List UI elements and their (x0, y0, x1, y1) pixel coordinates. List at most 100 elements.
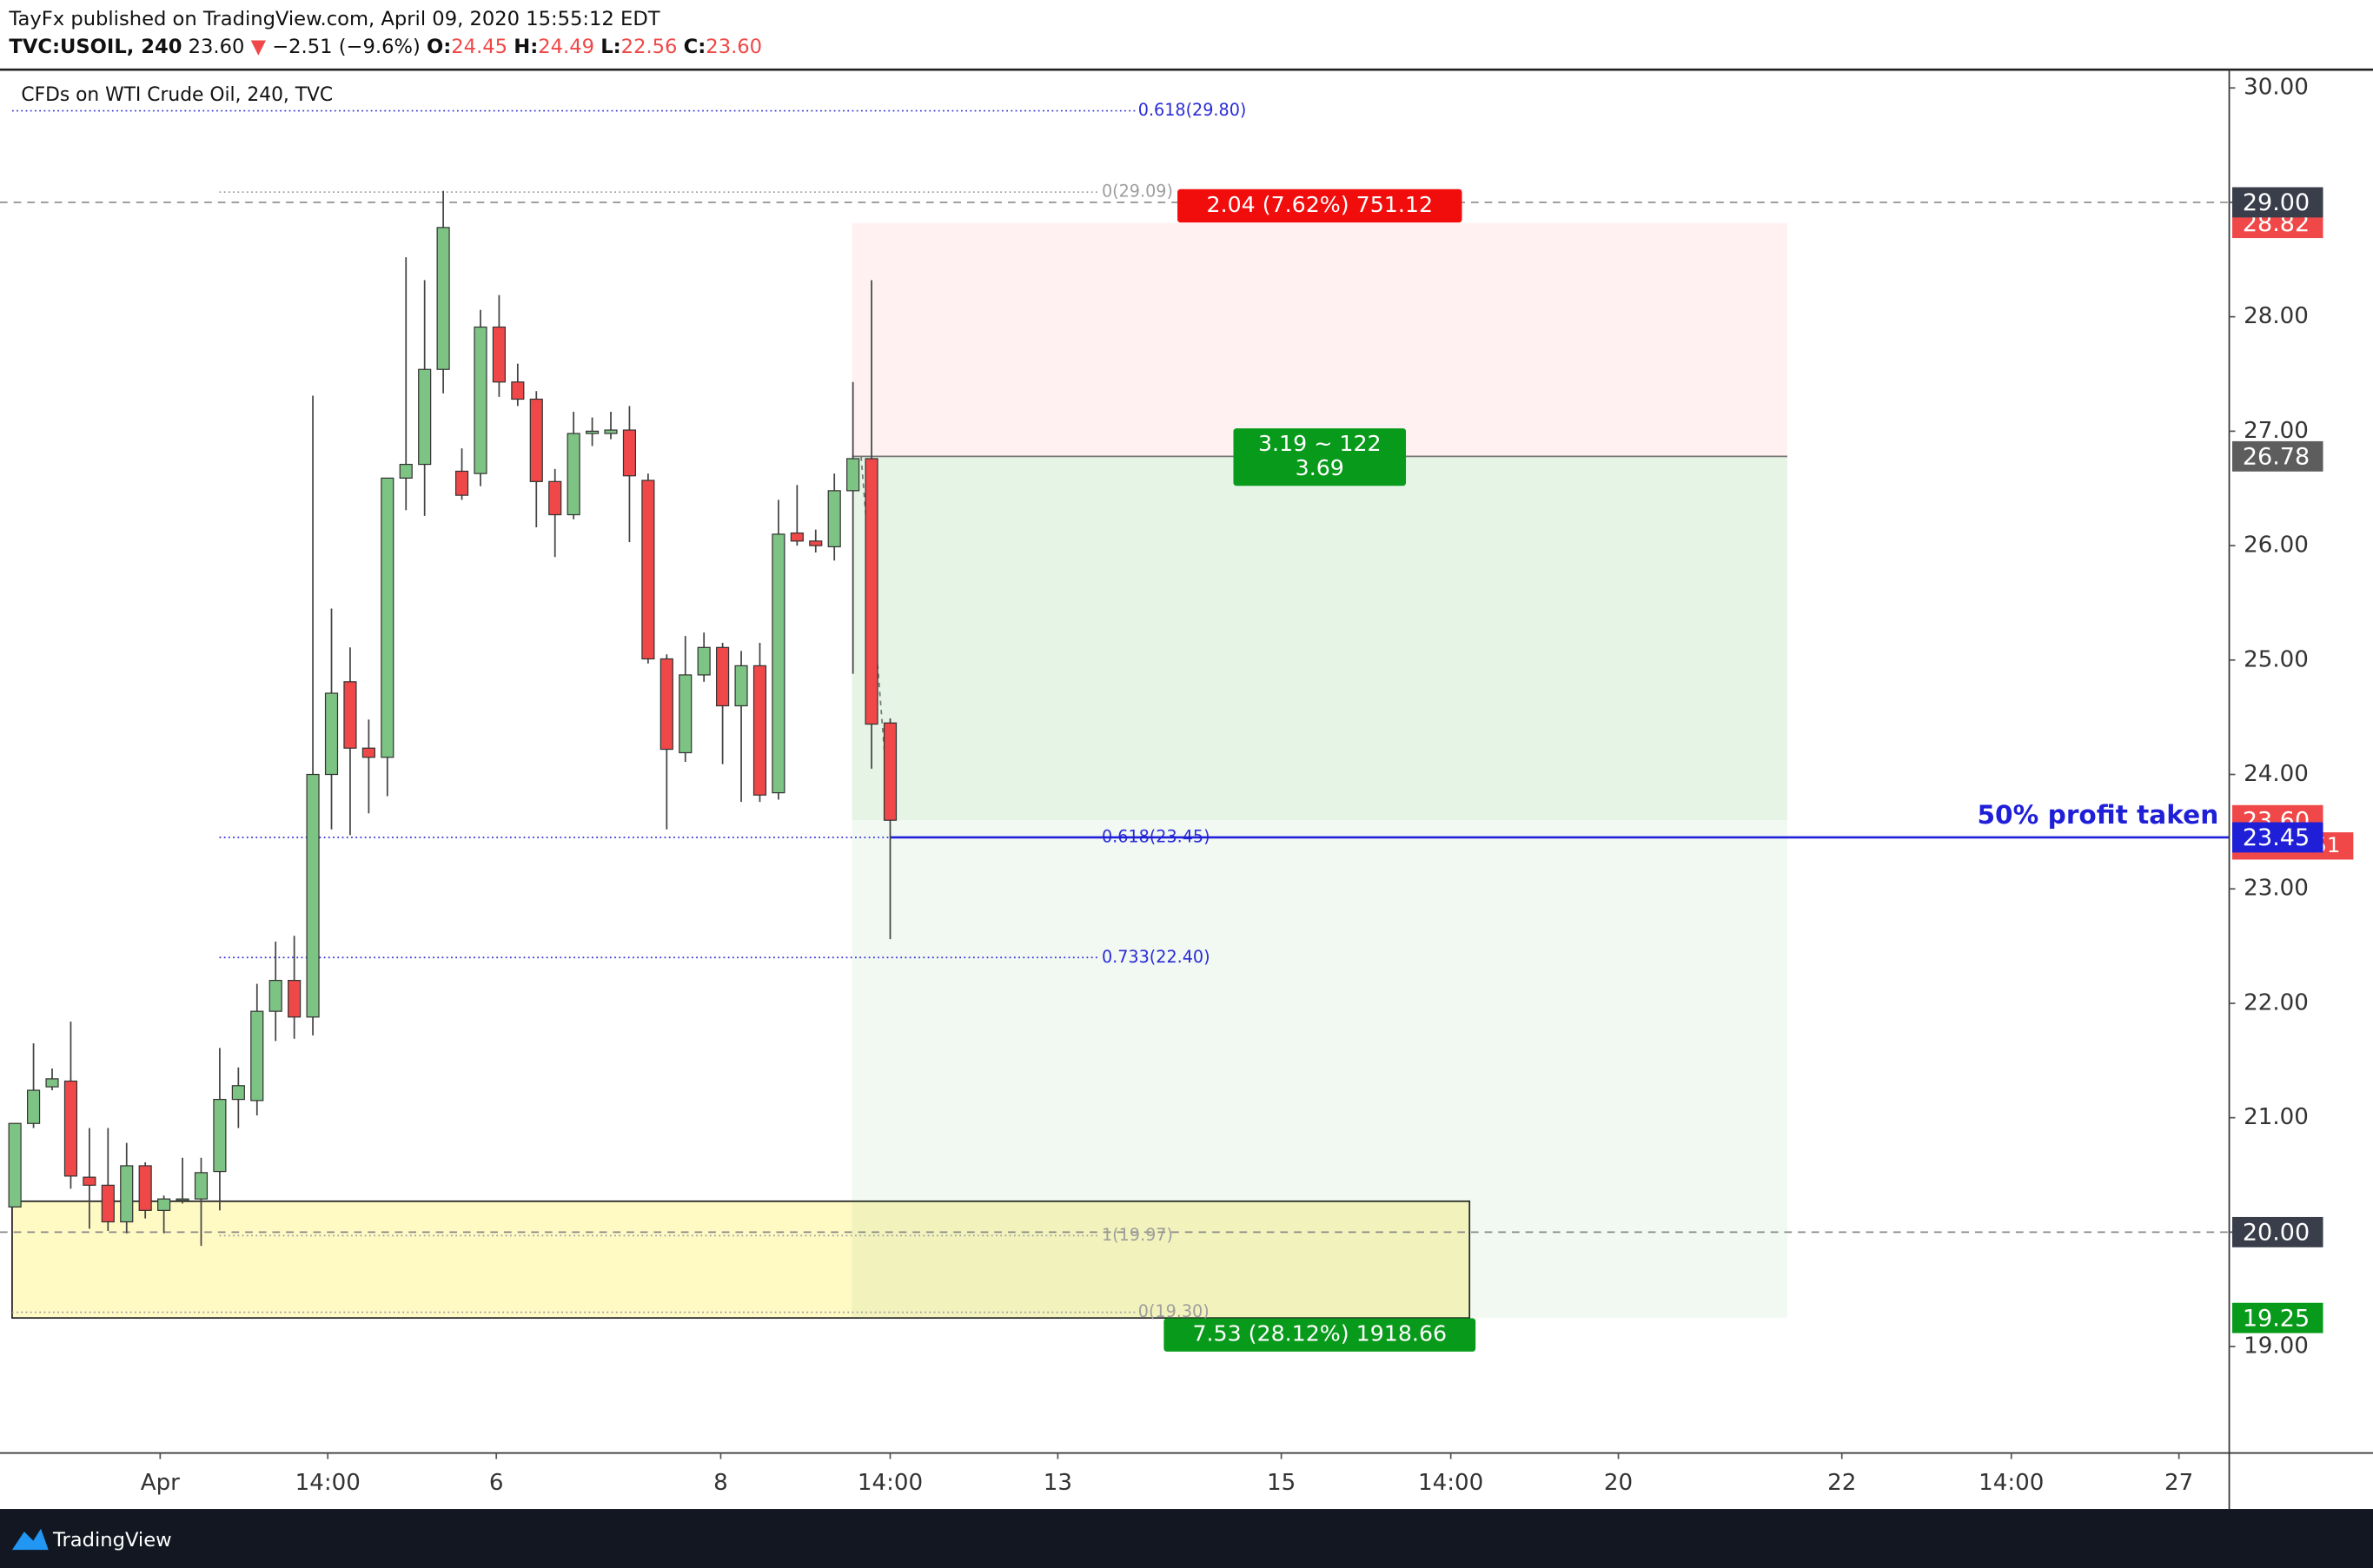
candle-body (83, 1176, 96, 1186)
candle-body (268, 979, 282, 1012)
x-tick-label: 20 (1604, 1470, 1633, 1496)
y-tick-label: 22.00 (2244, 989, 2309, 1016)
price-label: 19.25 (2243, 1305, 2310, 1332)
candle-body (418, 368, 432, 466)
candle-body (8, 1122, 22, 1208)
brand-logo (11, 1528, 49, 1551)
ohlc-o: 24.45 (451, 36, 507, 58)
price-label-box (2232, 1302, 2323, 1333)
change-arrow: ▼ (251, 36, 267, 58)
profit-area (852, 820, 1787, 1319)
symbol-line: TVC:USOIL, 240 23.60 ▼ −2.51 (−9.6%) O:2… (9, 36, 762, 58)
x-tick-label: 27 (2164, 1470, 2193, 1496)
price-label-box (2232, 440, 2323, 472)
candle-body (213, 1098, 227, 1173)
candle-body (752, 665, 767, 796)
price-label: 20.00 (2243, 1220, 2310, 1247)
y-tick-label: 25.00 (2244, 646, 2309, 672)
candle-body (622, 429, 637, 477)
chart-title: CFDs on WTI Crude Oil, 240, TVC (21, 84, 333, 106)
x-tick-label: 13 (1044, 1470, 1072, 1496)
footer-brand: TradingView (52, 1529, 172, 1551)
candle-body (790, 532, 804, 542)
x-tick-label: 6 (489, 1470, 504, 1496)
candle-body (585, 430, 600, 434)
y-tick-label: 27.00 (2244, 418, 2309, 444)
ohlc-l-label: L: (600, 36, 620, 58)
candle-body (63, 1080, 78, 1177)
candle-body (641, 480, 655, 660)
candle-body (454, 470, 469, 496)
publish-line: TayFx published on TradingView.com, Apri… (8, 8, 660, 30)
candle-body (120, 1165, 134, 1223)
candle-body (194, 1172, 209, 1200)
candle-body (436, 227, 450, 370)
candle-body (734, 665, 748, 707)
candle-body (660, 658, 673, 751)
ohlc-c: 23.60 (706, 36, 762, 58)
price-label-box (2232, 822, 2323, 853)
candle-body (27, 1089, 41, 1124)
x-tick-label: 14:00 (1979, 1470, 2044, 1496)
position-label: 7.53 (28.12%) 1918.66 (1192, 1321, 1447, 1346)
support-zone (11, 1200, 1471, 1320)
plot: 0.618(29.80)0(29.09)0.618(23.45)0.733(22… (0, 100, 2230, 1352)
candle-body (548, 480, 562, 516)
candle-body (604, 429, 618, 434)
price-label: 26.78 (2243, 444, 2310, 471)
candle-body (827, 490, 841, 548)
candle-body (250, 1010, 264, 1102)
candle-body (231, 1085, 245, 1101)
last-price: 23.60 (189, 36, 245, 58)
x-tick-label: 14:00 (858, 1470, 923, 1496)
stop-area (852, 222, 1787, 457)
position-label: 3.19 ~ 122 (1258, 431, 1382, 456)
x-tick-label: Apr (141, 1470, 180, 1496)
annotation: 50% profit taken (1977, 800, 2218, 830)
candle-body (809, 540, 823, 546)
price-label-box (2232, 187, 2323, 218)
candle-body (492, 326, 506, 383)
candle-body (697, 646, 711, 676)
position-label-box (1177, 189, 1462, 223)
candle-body (381, 477, 394, 758)
position-label: 2.04 (7.62%) 751.12 (1207, 192, 1434, 217)
position-label-box (1233, 428, 1407, 486)
footer-bar (0, 1509, 2373, 1568)
y-tick-label: 23.00 (2244, 876, 2309, 902)
candle-body (772, 533, 785, 794)
candle-body (324, 692, 339, 776)
ohlc-c-label: C: (684, 36, 706, 58)
candle-body (399, 463, 413, 479)
candle-body (138, 1165, 152, 1211)
price-label: 29.00 (2243, 189, 2310, 216)
candle-body (567, 433, 580, 516)
candle-body (529, 398, 543, 482)
y-tick-label: 30.00 (2244, 75, 2309, 101)
position-label-box (1163, 1318, 1476, 1352)
candle-body (176, 1198, 189, 1201)
fib-label: 0.733(22.40) (1102, 947, 1210, 967)
candle-body (865, 458, 878, 725)
candle-body (101, 1184, 115, 1223)
candle-body (306, 773, 320, 1018)
price-label-box (2232, 1216, 2323, 1247)
candle-body (45, 1078, 59, 1088)
position-label: 3.69 (1296, 455, 1344, 480)
candle-body (883, 722, 898, 821)
ohlc-l: 22.56 (621, 36, 678, 58)
y-tick-label: 19.00 (2244, 1333, 2309, 1360)
candle-body (474, 326, 487, 474)
ohlc-o-label: O: (427, 36, 451, 58)
y-tick-label: 26.00 (2244, 533, 2309, 559)
price-label: 23.45 (2243, 824, 2310, 851)
x-tick-label: 15 (1267, 1470, 1296, 1496)
candle-body (846, 458, 860, 492)
candle-body (343, 681, 357, 749)
x-tick-label: 8 (713, 1470, 728, 1496)
ohlc-h: 24.49 (538, 36, 594, 58)
fib-label: 0(19.30) (1138, 1301, 1210, 1321)
candle-body (511, 381, 525, 400)
change: −2.51 (−9.6%) (272, 36, 421, 58)
